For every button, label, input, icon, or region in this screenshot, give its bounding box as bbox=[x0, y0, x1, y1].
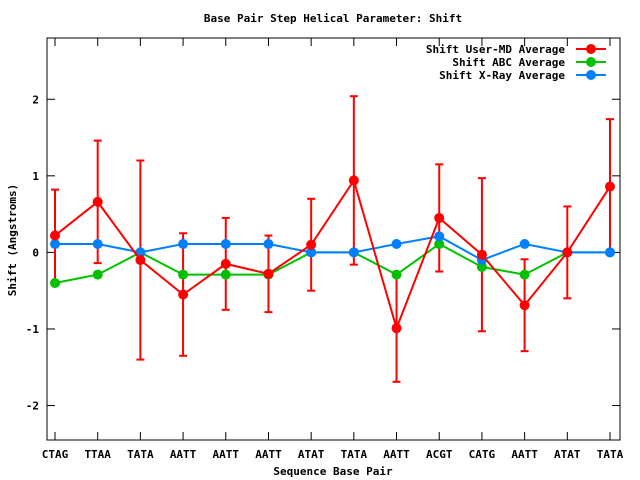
x-tick-label: AATT bbox=[511, 448, 538, 461]
legend-label: Shift X-Ray Average bbox=[439, 69, 565, 82]
data-point bbox=[348, 247, 359, 258]
legend-marker bbox=[586, 70, 596, 80]
legend-label: Shift User-MD Average bbox=[426, 43, 565, 56]
data-point bbox=[178, 238, 189, 249]
data-point bbox=[605, 181, 615, 192]
x-tick-label: ATAT bbox=[554, 448, 581, 461]
data-point bbox=[348, 175, 359, 186]
data-point bbox=[434, 238, 445, 249]
data-point bbox=[562, 247, 573, 258]
data-point bbox=[263, 238, 274, 249]
x-tick-label: CTAG bbox=[42, 448, 69, 461]
legend-marker bbox=[586, 57, 596, 67]
x-axis: CTAG TTAA TATA AATT AATT AATT ATAT TATA AATT ACGT… bbox=[42, 38, 624, 461]
data-point bbox=[476, 261, 487, 272]
legend-marker bbox=[586, 44, 596, 54]
data-point bbox=[220, 269, 231, 280]
data-point bbox=[306, 247, 317, 258]
data-point bbox=[391, 238, 402, 249]
series-line bbox=[54, 178, 611, 332]
x-axis-label: Sequence Base Pair bbox=[273, 465, 393, 478]
data-point bbox=[605, 247, 615, 258]
x-tick-label: AATT bbox=[255, 448, 282, 461]
series-lines bbox=[50, 175, 615, 334]
x-tick-label: TATA bbox=[341, 448, 368, 461]
data-point bbox=[434, 212, 445, 223]
x-tick-label: TATA bbox=[127, 448, 154, 461]
data-point bbox=[519, 238, 530, 249]
y-tick-label: -1 bbox=[26, 323, 40, 336]
y-tick-label: 1 bbox=[32, 170, 39, 183]
data-point bbox=[263, 268, 274, 279]
data-point bbox=[519, 300, 530, 311]
data-point bbox=[135, 255, 146, 266]
x-tick-label: CATG bbox=[469, 448, 496, 461]
x-tick-label: TTAA bbox=[84, 448, 111, 461]
data-point bbox=[92, 238, 103, 249]
data-point bbox=[135, 247, 146, 258]
x-tick-label: TATA bbox=[597, 448, 624, 461]
y-tick-label: 0 bbox=[32, 246, 39, 259]
series-line bbox=[55, 235, 610, 262]
x-tick-label: AATT bbox=[383, 448, 410, 461]
data-point bbox=[476, 249, 487, 260]
data-point bbox=[391, 269, 402, 280]
data-point bbox=[519, 269, 530, 280]
y-tick-label: -2 bbox=[26, 400, 39, 413]
y-tick-label: 2 bbox=[32, 93, 39, 106]
data-point bbox=[220, 238, 231, 249]
data-point bbox=[50, 238, 60, 249]
plot-frame bbox=[46, 37, 621, 441]
x-tick-label: ACGT bbox=[426, 448, 453, 461]
data-point bbox=[391, 323, 402, 334]
data-point bbox=[178, 289, 189, 300]
data-point bbox=[50, 230, 60, 241]
data-point bbox=[306, 239, 317, 250]
x-tick-label: ATAT bbox=[298, 448, 325, 461]
data-point bbox=[92, 269, 103, 280]
data-point bbox=[434, 231, 445, 242]
y-axis: -2 -1 0 1 2 bbox=[26, 93, 620, 413]
legend-label: Shift ABC Average bbox=[452, 56, 565, 69]
y-axis-label: Shift (Angstroms) bbox=[6, 184, 19, 297]
x-tick-label: AATT bbox=[213, 448, 240, 461]
data-point bbox=[92, 196, 103, 207]
plot-border bbox=[46, 37, 621, 441]
data-point bbox=[178, 269, 189, 280]
x-tick-label: AATT bbox=[170, 448, 197, 461]
chart-title: Base Pair Step Helical Parameter: Shift bbox=[204, 12, 462, 25]
data-point bbox=[50, 278, 60, 289]
data-point bbox=[220, 258, 231, 269]
